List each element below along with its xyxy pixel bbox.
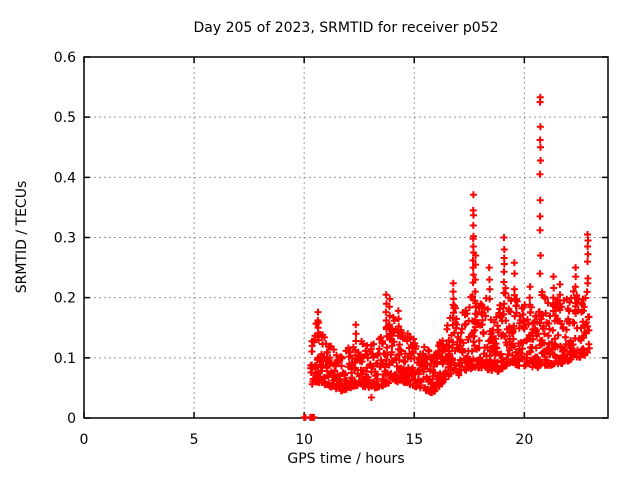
x-tick-label: 15 [405,432,423,448]
x-tick-label: 10 [295,432,313,448]
chart-title: Day 205 of 2023, SRMTID for receiver p05… [193,20,499,36]
x-tick-label: 0 [80,432,89,448]
y-tick-label: 0 [67,411,76,427]
x-tick-label: 20 [515,432,533,448]
scatter-points [300,93,593,421]
tick-marks [83,56,608,419]
y-tick-label: 0.5 [54,110,76,126]
x-tick-label: 5 [190,432,199,448]
y-tick-label: 0.4 [54,170,76,186]
y-tick-label: 0.2 [54,291,76,307]
x-axis-label: GPS time / hours [287,451,405,467]
y-tick-label: 0.6 [54,50,76,66]
y-tick-label: 0.3 [54,231,76,247]
y-tick-label: 0.1 [54,351,76,367]
